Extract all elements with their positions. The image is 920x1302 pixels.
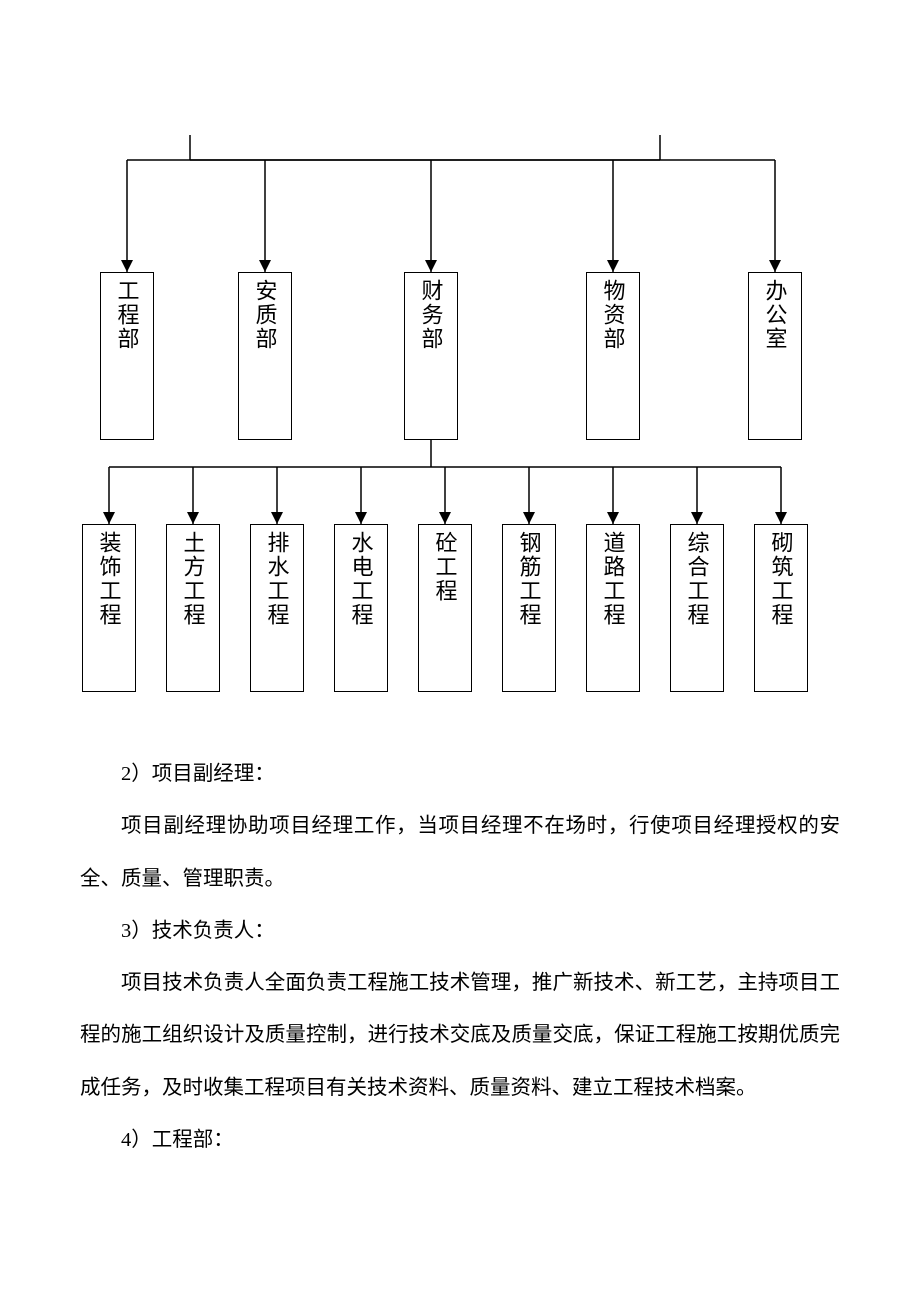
node-dept-0: 工程部	[100, 272, 154, 440]
node-proj-3: 水电工程	[334, 524, 388, 692]
node-proj-0: 装饰工程	[82, 524, 136, 692]
node-label: 砼工程	[433, 531, 456, 603]
section-heading-2: 4）工程部：	[80, 1114, 840, 1166]
node-proj-1: 土方工程	[166, 524, 220, 692]
section-heading-0: 2）项目副经理：	[80, 748, 840, 800]
section-body-0: 项目副经理协助项目经理工作，当项目经理不在场时，行使项目经理授权的安全、质量、管…	[80, 800, 840, 905]
page: 工程部 安质部 财务部 物资部 办公室装饰工程 土方工程 排水工程 水电工程 砼工程 钢筋工程 道路…	[0, 0, 920, 1302]
section-body-1: 项目技术负责人全面负责工程施工技术管理，推广新技术、新工艺，主持项目工程的施工组…	[80, 957, 840, 1114]
node-dept-4: 办公室	[748, 272, 802, 440]
node-proj-4: 砼工程	[418, 524, 472, 692]
node-label: 安质部	[253, 279, 276, 351]
node-proj-5: 钢筋工程	[502, 524, 556, 692]
node-proj-7: 综合工程	[670, 524, 724, 692]
node-label: 砌筑工程	[769, 531, 792, 627]
node-dept-2: 财务部	[404, 272, 458, 440]
node-label: 排水工程	[265, 531, 288, 627]
node-proj-8: 砌筑工程	[754, 524, 808, 692]
node-label: 物资部	[601, 279, 624, 351]
section-heading-1: 3）技术负责人：	[80, 905, 840, 957]
org-chart: 工程部 安质部 财务部 物资部 办公室装饰工程 土方工程 排水工程 水电工程 砼工程 钢筋工程 道路…	[0, 0, 920, 700]
node-label: 道路工程	[601, 531, 624, 627]
node-label: 钢筋工程	[517, 531, 540, 627]
node-label: 水电工程	[349, 531, 372, 627]
node-proj-6: 道路工程	[586, 524, 640, 692]
node-label: 财务部	[419, 279, 442, 351]
node-label: 装饰工程	[97, 531, 120, 627]
node-label: 工程部	[115, 279, 138, 351]
node-dept-3: 物资部	[586, 272, 640, 440]
node-dept-1: 安质部	[238, 272, 292, 440]
body-text: 2）项目副经理：项目副经理协助项目经理工作，当项目经理不在场时，行使项目经理授权…	[80, 748, 840, 1166]
node-proj-2: 排水工程	[250, 524, 304, 692]
node-label: 综合工程	[685, 531, 708, 627]
node-label: 土方工程	[181, 531, 204, 627]
node-label: 办公室	[763, 279, 786, 351]
